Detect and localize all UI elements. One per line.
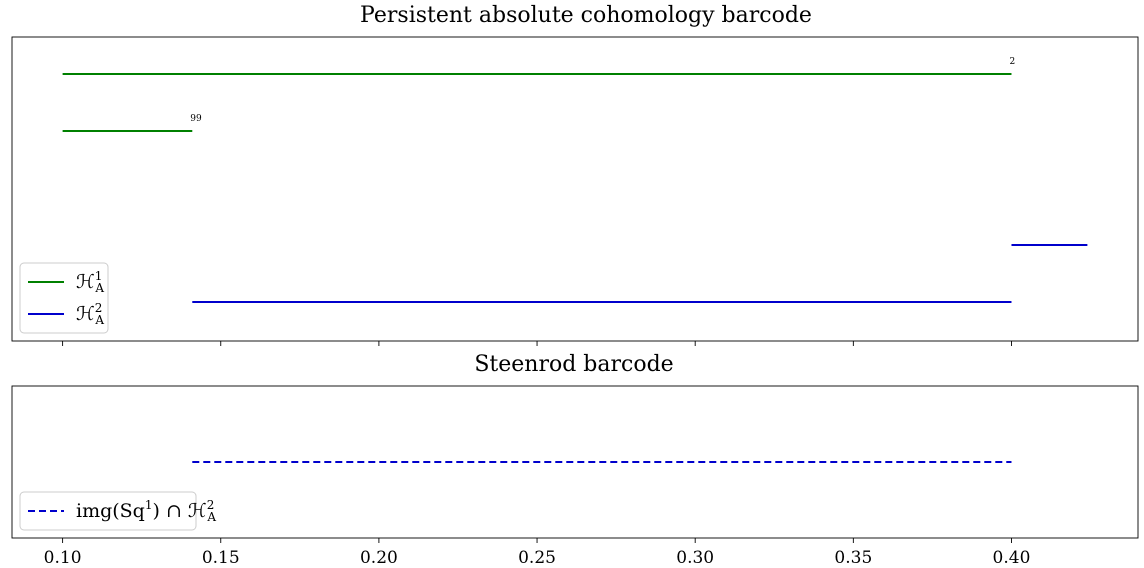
x-tick-label: 0.40 — [993, 548, 1031, 568]
top-x-ticks — [62, 341, 1012, 346]
bottom-plot-frame — [11, 385, 1139, 539]
x-tick-label: 0.20 — [360, 548, 398, 568]
top-plot-frame — [11, 36, 1139, 342]
x-tick-label: 0.10 — [44, 548, 82, 568]
legend-box — [19, 262, 109, 334]
top-legend: ℋ1 Aℋ2 A — [19, 262, 109, 334]
top-bars-group: 2 99 — [62, 57, 1088, 303]
bottom-legend: img(Sq1) ∩ ℋ2 A — [19, 491, 216, 531]
x-tick-label: 0.35 — [834, 548, 872, 568]
legend-label: img(Sq1) ∩ ℋ2 A — [76, 498, 216, 524]
x-tick-label: 0.25 — [518, 548, 556, 568]
top-chart-title: Persistent absolute cohomology barcode — [360, 3, 812, 28]
x-tick-label: 0.30 — [676, 548, 714, 568]
bar-end-label: 99 — [190, 114, 202, 124]
legend-label: ℋ2 A — [76, 301, 104, 327]
bottom-x-ticks: 0.10 0.15 0.20 0.25 0.30 0.35 0.40 — [44, 538, 1031, 568]
legend-box — [19, 491, 197, 531]
legend-label: ℋ1 A — [76, 269, 104, 295]
x-tick-label: 0.15 — [202, 548, 240, 568]
bar-end-label: 2 — [1009, 57, 1015, 67]
bottom-chart-title: Steenrod barcode — [474, 352, 673, 377]
